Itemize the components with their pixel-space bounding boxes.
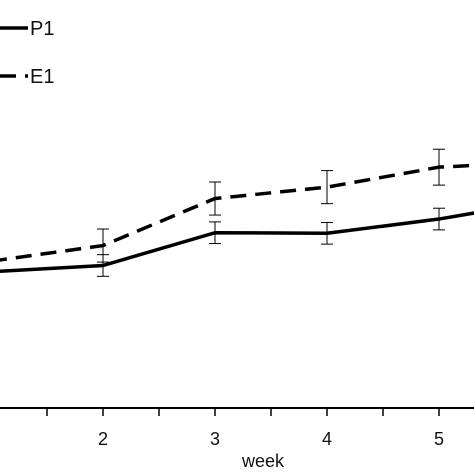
legend-item-e1: E1	[0, 66, 54, 88]
error-bar	[433, 148, 445, 186]
series-e1	[0, 148, 474, 263]
error-bar	[433, 207, 445, 231]
x-tick-label: 4	[322, 429, 332, 449]
error-bar	[321, 170, 333, 205]
error-bar	[209, 221, 221, 245]
legend-label: E1	[30, 66, 54, 88]
series-layer	[0, 148, 474, 277]
x-tick-label: 3	[210, 429, 220, 449]
x-tick-label: 5	[434, 429, 444, 449]
series-line	[0, 163, 474, 262]
error-bar	[97, 228, 109, 263]
error-bar	[321, 221, 333, 245]
x-axis-label: week	[241, 451, 285, 471]
series-line	[0, 211, 474, 274]
axes: 2 3 4 5 week	[0, 407, 474, 471]
series-p1	[0, 207, 474, 277]
error-bar	[209, 181, 221, 216]
legend-item-p1: P1	[0, 18, 54, 40]
x-tick-label: 2	[98, 429, 108, 449]
legend: P1 E1	[0, 18, 54, 88]
legend-label: P1	[30, 18, 54, 40]
